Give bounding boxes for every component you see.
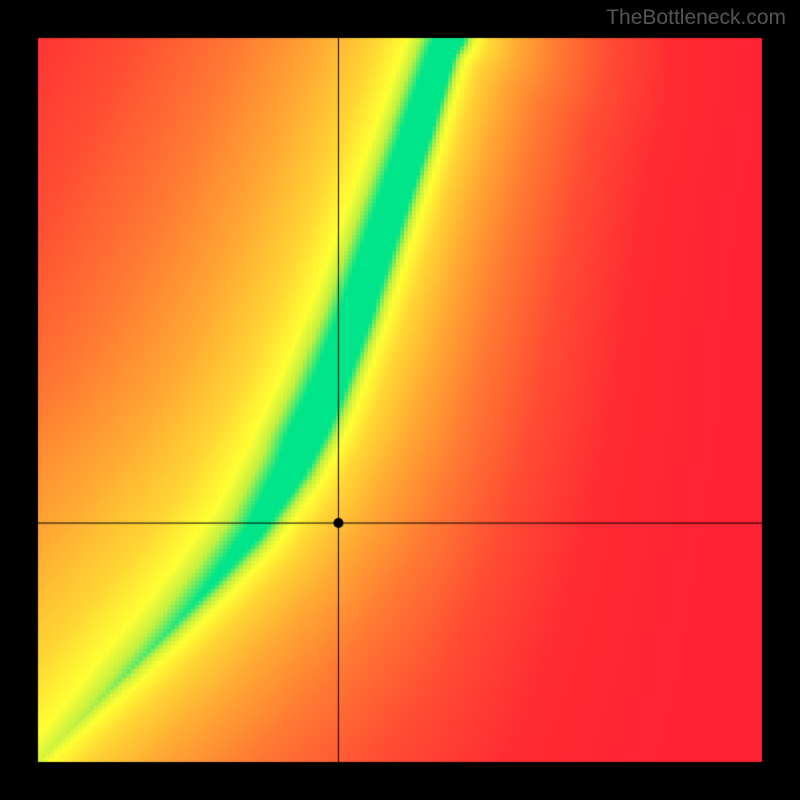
chart-container: TheBottleneck.com — [0, 0, 800, 800]
heatmap-canvas — [0, 0, 800, 800]
watermark-text: TheBottleneck.com — [606, 6, 786, 30]
